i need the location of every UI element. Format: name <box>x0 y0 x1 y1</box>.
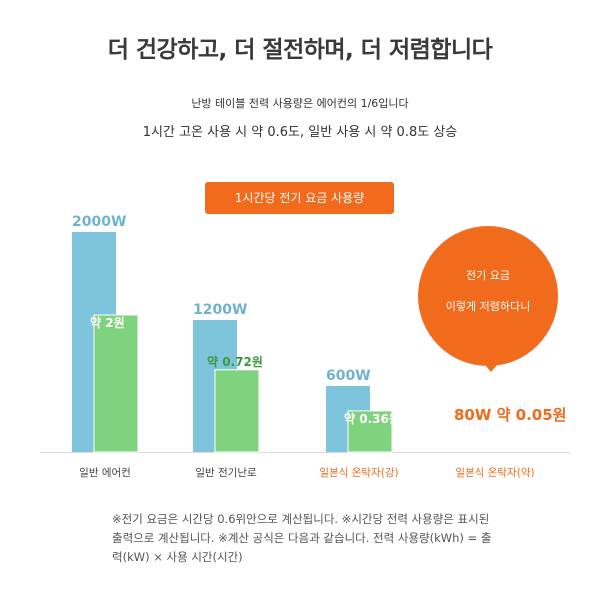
cost-bar <box>93 314 139 453</box>
power-label: 2000W <box>72 214 126 230</box>
cost-label: 약 0.36원 <box>344 411 400 426</box>
speech-bubble: 전기 요금 이렇게 저렴하다니 <box>418 226 558 366</box>
chart-title-banner: 1시간당 전기 요금 사용량 <box>205 182 394 214</box>
category-label: 일본식 온탁자(강) <box>319 466 398 479</box>
cost-bar <box>214 369 260 453</box>
cost-label: 약 2원 <box>90 315 125 330</box>
cost-label: 약 0.72원 <box>207 354 263 369</box>
last-label: 80W 약 0.05원 <box>454 406 566 424</box>
bubble-line-2: 이렇게 저렴하다니 <box>445 300 531 313</box>
category-label: 일반 에어컨 <box>79 466 131 479</box>
bubble-line-1: 전기 요금 <box>466 269 510 282</box>
speech-bubble-tail <box>481 360 501 372</box>
footnote: ※전기 요금은 시간당 0.6위안으로 계산됩니다. ※시간당 전력 사용량은 … <box>112 512 492 564</box>
power-label: 600W <box>326 368 371 384</box>
power-label: 1200W <box>193 302 247 318</box>
page-subtitle-detail: 1시간 고온 사용 시 약 0.6도, 일반 사용 시 약 0.8도 상승 <box>142 125 458 140</box>
page-title: 더 건강하고, 더 절전하며, 더 저렴합니다 <box>107 37 493 63</box>
category-label: 일본식 온탁자(약) <box>455 466 534 479</box>
page-subtitle: 난방 테이블 전력 사용량은 에어컨의 1/6입니다 <box>191 97 409 110</box>
category-label: 일반 전기난로 <box>195 466 257 479</box>
cost-bar <box>347 410 393 453</box>
